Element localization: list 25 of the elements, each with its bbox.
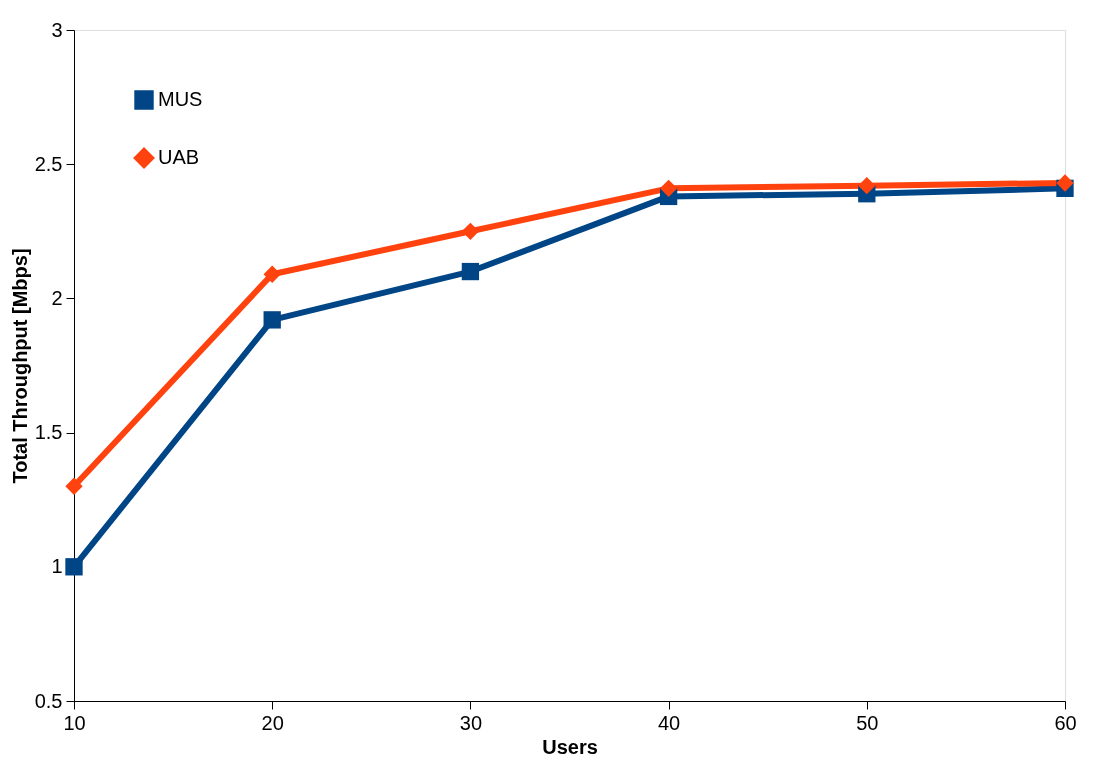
point xyxy=(65,477,83,495)
y-tick-label: 1.5 xyxy=(34,421,63,444)
x-tick-label: 30 xyxy=(459,711,483,734)
y-tick-label: 1 xyxy=(51,555,63,578)
x-tick-label: 10 xyxy=(63,711,86,734)
y-tick-label: 3 xyxy=(51,18,63,41)
x-tick-label: 20 xyxy=(261,711,284,734)
x-tick-label: 50 xyxy=(856,711,879,734)
point xyxy=(461,222,480,240)
legend-label: UAB xyxy=(158,146,200,168)
point xyxy=(858,177,876,195)
point xyxy=(461,262,480,281)
x-axis-title: Users xyxy=(542,735,598,758)
point xyxy=(659,179,678,198)
y-axis-title: Total Throughput [Mbps] xyxy=(8,248,31,484)
point xyxy=(65,558,83,576)
y-tick-label: 2.5 xyxy=(34,152,63,175)
legend-label: MUS xyxy=(158,88,203,110)
x-tick-label: 40 xyxy=(657,711,681,734)
x-tick-label: 60 xyxy=(1054,711,1077,734)
point xyxy=(263,265,281,283)
y-tick-label: 0.5 xyxy=(34,689,63,712)
y-tick-label: 2 xyxy=(51,286,63,309)
point xyxy=(263,311,281,329)
point xyxy=(1056,174,1074,192)
